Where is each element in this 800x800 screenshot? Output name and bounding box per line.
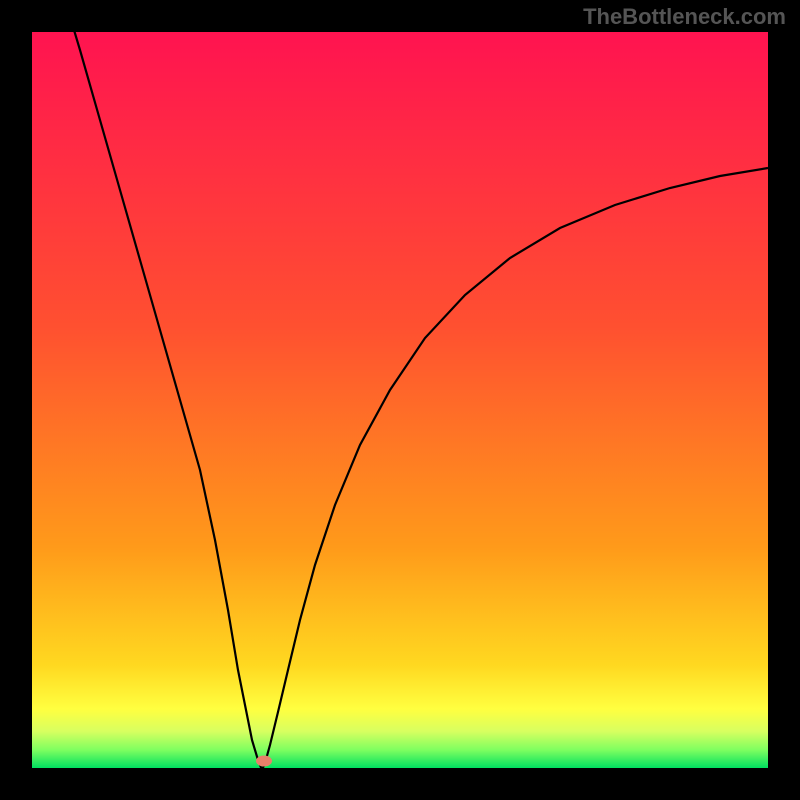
- watermark-text: TheBottleneck.com: [583, 4, 786, 30]
- optimal-marker: [256, 755, 272, 766]
- bottleneck-curve: [0, 0, 800, 800]
- curve-path: [65, 0, 768, 770]
- chart-container: TheBottleneck.com: [0, 0, 800, 800]
- plot-area: [32, 32, 768, 768]
